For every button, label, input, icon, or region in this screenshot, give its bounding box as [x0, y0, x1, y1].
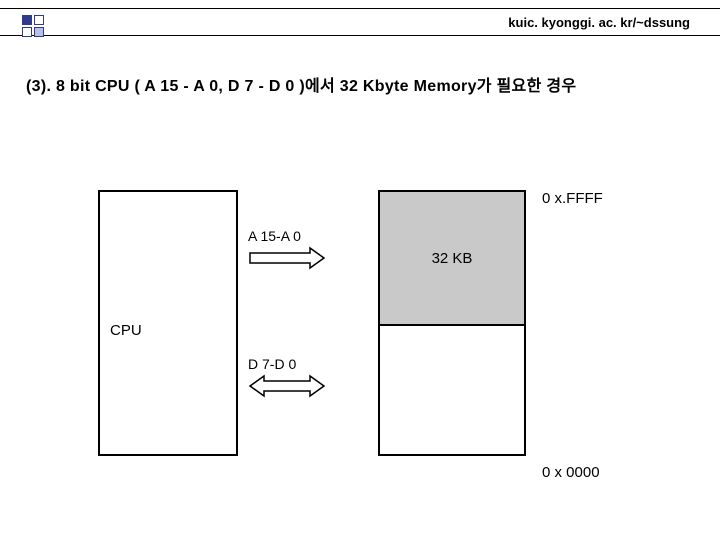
address-bus-arrow-icon	[250, 248, 324, 268]
header-bullets	[22, 15, 48, 37]
slide-header: kuic. kyonggi. ac. kr/~dssung	[0, 8, 720, 36]
data-bus-label: D 7-D 0	[248, 356, 296, 372]
bullet-icon	[34, 27, 44, 37]
bullet-icon	[22, 15, 32, 25]
address-top-label: 0 x.FFFF	[542, 190, 603, 207]
bullet-icon	[34, 15, 44, 25]
memory-used-region: 32 KB	[380, 192, 524, 326]
address-bottom-label: 0 x 0000	[542, 464, 600, 481]
header-url: kuic. kyonggi. ac. kr/~dssung	[508, 15, 690, 30]
memory-block: 32 KB	[378, 190, 526, 456]
slide-title: (3). 8 bit CPU ( A 15 - A 0, D 7 - D 0 )…	[26, 72, 576, 96]
bullet-icon	[22, 27, 32, 37]
data-bus-arrow-icon	[250, 376, 324, 396]
cpu-label: CPU	[110, 322, 142, 339]
memory-size-label: 32 KB	[432, 250, 473, 267]
address-bus-label: A 15-A 0	[248, 228, 301, 244]
